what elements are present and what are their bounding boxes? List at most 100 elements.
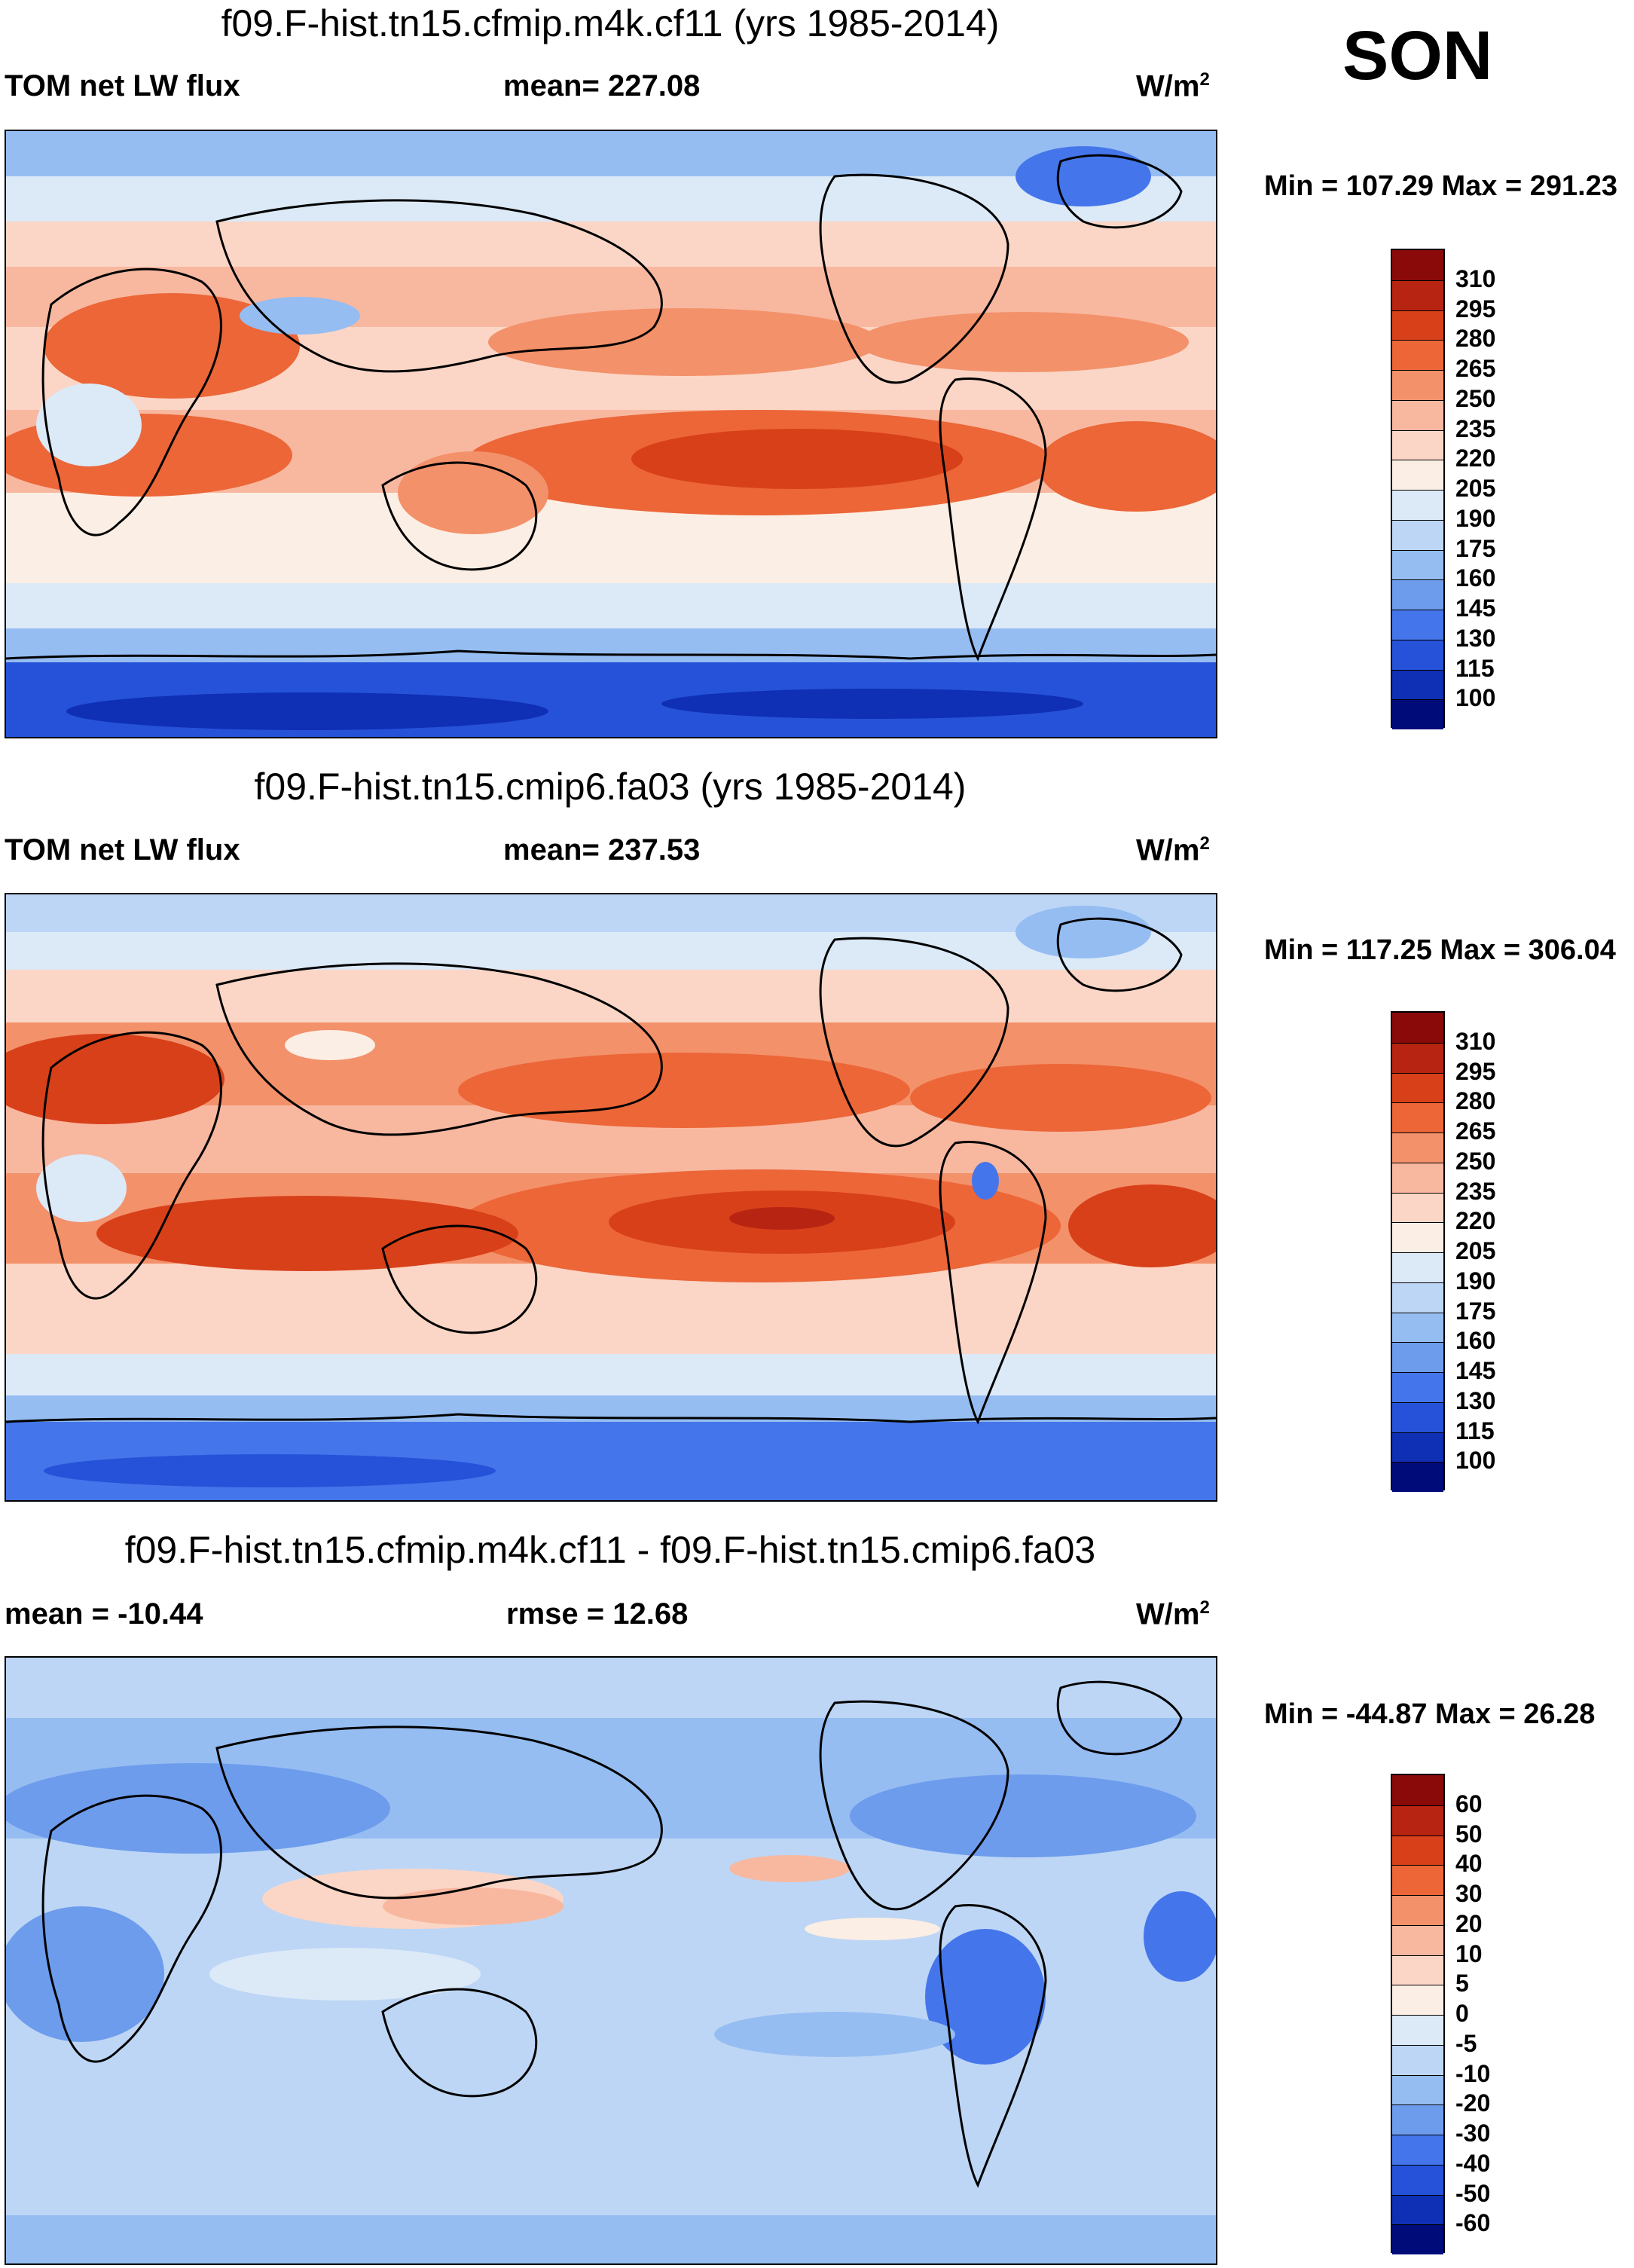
panel-1-variable-label: TOM net LW flux <box>5 69 240 102</box>
colorbar-tick-label: 235 <box>1455 1177 1496 1205</box>
colorbar-swatch <box>1392 2194 1443 2225</box>
colorbar-swatch <box>1392 1162 1443 1193</box>
colorbar-tick-label: 220 <box>1455 1207 1496 1235</box>
panel-3-units: W/m2 <box>1136 1597 1210 1631</box>
colorbar-swatch <box>1392 1192 1443 1223</box>
colorbar-tick-label: -30 <box>1455 2120 1491 2147</box>
colorbar-tick-label: 100 <box>1455 684 1496 712</box>
panel-2-units: W/m2 <box>1136 833 1210 867</box>
colorbar-tick-label: -40 <box>1455 2149 1491 2177</box>
colorbar-tick-label: 250 <box>1455 1147 1496 1175</box>
colorbar-swatch <box>1392 1924 1443 1955</box>
colorbar-swatch <box>1392 1432 1443 1463</box>
panel-2-mean-label: mean= 237.53 <box>503 833 701 867</box>
colorbar-swatch <box>1392 1895 1443 1925</box>
colorbar-swatch <box>1392 280 1443 310</box>
panel-1-map <box>5 130 1217 738</box>
colorbar-swatch <box>1392 669 1443 700</box>
colorbar-swatch <box>1392 1222 1443 1252</box>
colorbar-tick-label: 190 <box>1455 504 1496 532</box>
colorbar-swatch <box>1392 1865 1443 1895</box>
panel-3-minmax: Min = -44.87 Max = 26.28 <box>1264 1698 1596 1730</box>
colorbar-swatch <box>1392 1462 1443 1492</box>
colorbar-tick-label: 10 <box>1455 1939 1483 1967</box>
colorbar-swatch <box>1392 579 1443 610</box>
panel-2-map-field <box>6 894 1216 1500</box>
panel-1-map-field <box>6 131 1216 737</box>
colorbar-box <box>1391 249 1445 729</box>
colorbar-swatch <box>1392 370 1443 400</box>
panel-1-colorbar: 310 295 280 265 250 235 220 205 190 175 160 145 130 1… <box>1391 249 1541 729</box>
colorbar-swatch <box>1392 519 1443 550</box>
colorbar-box <box>1391 1774 1445 2254</box>
colorbar-tick-label: 130 <box>1455 624 1496 652</box>
colorbar-swatch <box>1392 340 1443 370</box>
colorbar-swatch <box>1392 1955 1443 1985</box>
colorbar-tick-label: 280 <box>1455 325 1496 353</box>
colorbar-swatch <box>1392 1985 1443 2015</box>
colorbar-tick-label: 280 <box>1455 1087 1496 1115</box>
colorbar-tick-label: 220 <box>1455 445 1496 472</box>
colorbar-tick-label: 295 <box>1455 1057 1496 1085</box>
colorbar-tick-label: 250 <box>1455 384 1496 412</box>
panel-3-map-field <box>6 1658 1216 2263</box>
panel-3-colorbar: 60 50 40 30 20 10 5 0 -5 -10 -20 -30 -40 -50 -60 <box>1391 1774 1541 2254</box>
colorbar-swatch <box>1392 1132 1443 1163</box>
colorbar-tick-label: 115 <box>1455 654 1495 682</box>
colorbar-swatch <box>1392 1805 1443 1835</box>
colorbar-tick-label: 205 <box>1455 1237 1496 1264</box>
colorbar-tick-label: -20 <box>1455 2089 1491 2117</box>
colorbar-tick-label: 115 <box>1455 1417 1495 1444</box>
colorbar-tick-label: -5 <box>1455 2029 1477 2057</box>
colorbar-swatch <box>1392 1835 1443 1866</box>
colorbar-swatch <box>1392 1042 1443 1073</box>
colorbar-tick-label: 40 <box>1455 1850 1483 1878</box>
colorbar-swatch <box>1392 310 1443 341</box>
panel-2-colorbar: 310 295 280 265 250 235 220 205 190 175 160 145 130 1… <box>1391 1011 1541 1492</box>
colorbar-swatch <box>1392 490 1443 520</box>
colorbar-tick-label: 265 <box>1455 1117 1496 1145</box>
colorbar-swatch <box>1392 1072 1443 1103</box>
season-label: SON <box>1342 17 1493 94</box>
colorbar-swatch <box>1392 549 1443 580</box>
colorbar-tick-label: 175 <box>1455 534 1496 562</box>
colorbar-swatch <box>1392 2015 1443 2045</box>
colorbar-swatch <box>1392 610 1443 640</box>
colorbar-tick-label: 190 <box>1455 1267 1496 1294</box>
colorbar-tick-label: 130 <box>1455 1386 1496 1414</box>
panel-1-minmax: Min = 107.29 Max = 291.23 <box>1264 170 1617 202</box>
panel-1-units: W/m2 <box>1136 69 1210 103</box>
colorbar-swatch <box>1392 699 1443 729</box>
colorbar-tick-label: 310 <box>1455 264 1496 292</box>
colorbar-tick-label: 235 <box>1455 414 1496 442</box>
colorbar-tick-label: 60 <box>1455 1790 1483 1817</box>
colorbar-tick-label: 205 <box>1455 475 1496 502</box>
colorbar-tick-label: 265 <box>1455 355 1496 382</box>
panel-2-minmax: Min = 117.25 Max = 306.04 <box>1264 934 1616 966</box>
colorbar-tick-label: 0 <box>1455 2000 1469 2027</box>
panel-3-title: f09.F-hist.tn15.cfmip.m4k.cf11 - f09.F-h… <box>124 1529 1096 1571</box>
colorbar-swatch <box>1392 399 1443 430</box>
colorbar-swatch <box>1392 2074 1443 2105</box>
colorbar-tick-label: 295 <box>1455 295 1496 322</box>
colorbar-swatch <box>1392 1252 1443 1282</box>
colorbar-tick-label: 160 <box>1455 564 1496 592</box>
colorbar-swatch <box>1392 1102 1443 1132</box>
colorbar-tick-label: 5 <box>1455 1970 1469 1997</box>
colorbar-tick-label: 310 <box>1455 1027 1496 1055</box>
colorbar-box <box>1391 1011 1445 1492</box>
panel-1-title: f09.F-hist.tn15.cfmip.m4k.cf11 (yrs 1985… <box>221 2 1000 44</box>
colorbar-swatch <box>1392 639 1443 670</box>
colorbar-swatch <box>1392 1013 1443 1043</box>
colorbar-swatch <box>1392 1312 1443 1343</box>
colorbar-tick-label: 30 <box>1455 1880 1483 1907</box>
colorbar-swatch <box>1392 1342 1443 1372</box>
colorbar-tick-label: 160 <box>1455 1327 1496 1355</box>
panel-3-mean-label: mean = -10.44 <box>5 1597 203 1631</box>
colorbar-tick-label: 175 <box>1455 1297 1496 1325</box>
colorbar-swatch <box>1392 2164 1443 2195</box>
colorbar-swatch <box>1392 250 1443 280</box>
colorbar-tick-label: -50 <box>1455 2179 1491 2207</box>
panel-2-title: f09.F-hist.tn15.cmip6.fa03 (yrs 1985-201… <box>254 766 967 808</box>
colorbar-swatch <box>1392 1775 1443 1805</box>
